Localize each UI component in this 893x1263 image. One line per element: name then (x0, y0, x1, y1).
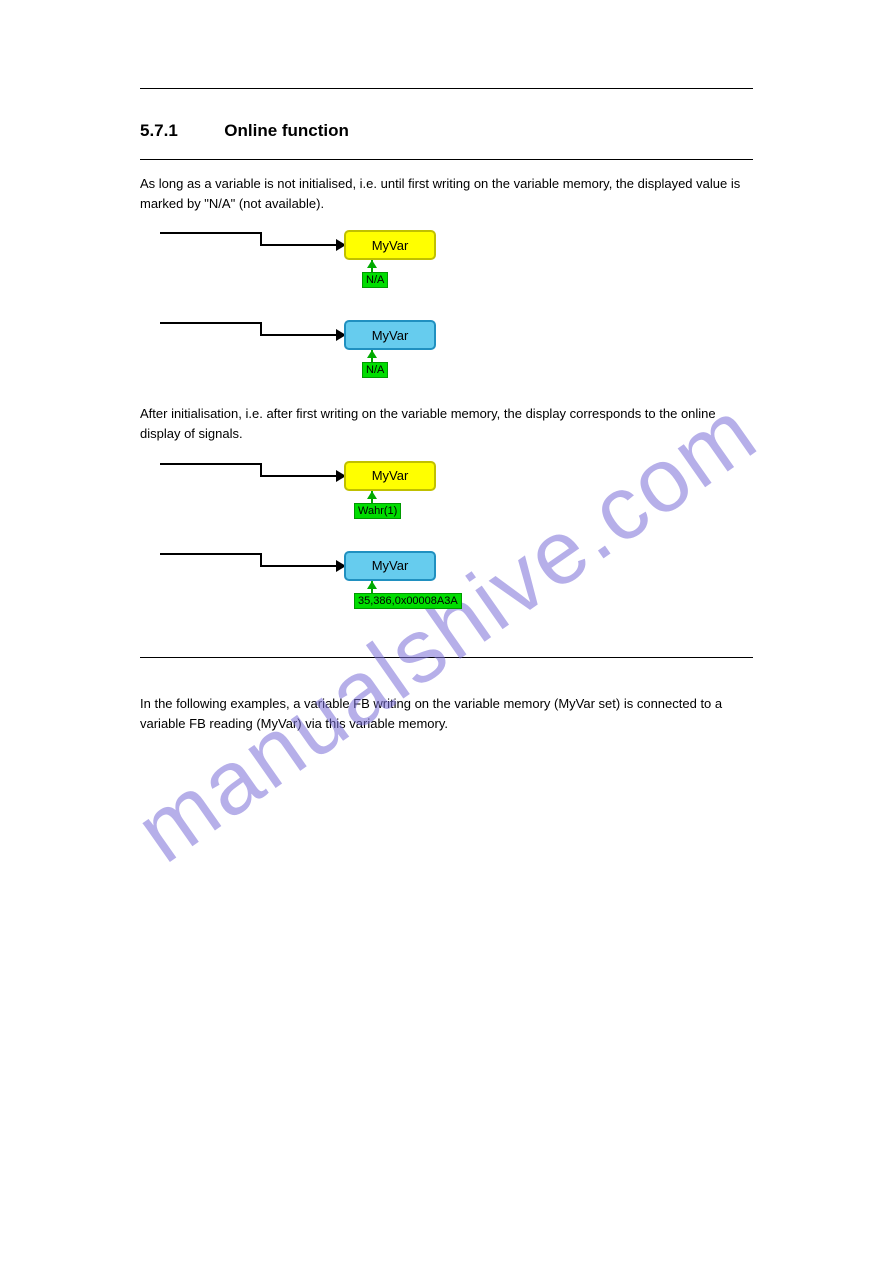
diagram-2: MyVar Wahr(1) MyVar 35,386,0x00008A3A (240, 451, 753, 621)
lower-divider (140, 657, 753, 658)
variable-node-blue: MyVar (344, 551, 436, 581)
connector-horizontal-2 (260, 244, 342, 246)
paragraph-1: As long as a variable is not initialised… (140, 174, 753, 214)
page-content: 5.7.1 Online function As long as a varia… (0, 0, 893, 800)
connector-horizontal-1 (160, 322, 260, 324)
title-divider (140, 159, 753, 160)
dashed-connector (371, 260, 373, 272)
variable-node-yellow: MyVar (344, 461, 436, 491)
dashed-connector (371, 581, 373, 593)
value-badge-na-2: N/A (362, 362, 388, 378)
diagram-1: MyVar N/A MyVar N/A (240, 220, 753, 390)
connector-horizontal-1 (160, 553, 260, 555)
paragraph-2: After initialisation, i.e. after first w… (140, 404, 753, 444)
value-badge-na-1: N/A (362, 272, 388, 288)
value-badge-wahr: Wahr(1) (354, 503, 401, 519)
diagram1-node-b: MyVar N/A (240, 310, 753, 390)
connector-horizontal-2 (260, 334, 342, 336)
section-number: 5.7.1 (140, 121, 178, 140)
lower-divider-wrap (140, 657, 753, 658)
header-spacer (140, 60, 753, 88)
section-heading: 5.7.1 Online function (140, 89, 753, 159)
connector-horizontal-2 (260, 565, 342, 567)
dashed-connector (371, 491, 373, 503)
section-title-text: Online function (224, 121, 349, 140)
diagram2-node-a: MyVar Wahr(1) (240, 451, 753, 531)
paragraph-3: In the following examples, a variable FB… (140, 694, 753, 734)
diagram2-node-b: MyVar 35,386,0x00008A3A (240, 541, 753, 621)
variable-node-blue: MyVar (344, 320, 436, 350)
connector-horizontal-1 (160, 232, 260, 234)
connector-horizontal-2 (260, 475, 342, 477)
connector-horizontal-1 (160, 463, 260, 465)
dashed-connector (371, 350, 373, 362)
variable-node-yellow: MyVar (344, 230, 436, 260)
diagram1-node-a: MyVar N/A (240, 220, 753, 300)
value-badge-hex: 35,386,0x00008A3A (354, 593, 462, 609)
